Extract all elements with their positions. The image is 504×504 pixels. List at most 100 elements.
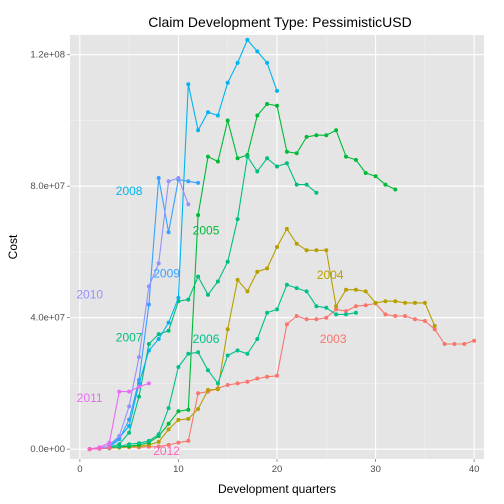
series-line-2010 xyxy=(99,177,189,449)
x-tick-label: 20 xyxy=(272,464,283,475)
data-point-2004 xyxy=(245,289,250,294)
data-point-2006 xyxy=(156,432,161,437)
data-point-2006 xyxy=(275,307,279,312)
data-point-2006 xyxy=(344,312,348,317)
data-point-2005 xyxy=(235,156,240,161)
series-lines xyxy=(87,37,477,452)
data-point-2006 xyxy=(176,365,181,369)
data-point-2008 xyxy=(186,82,191,87)
data-point-2004 xyxy=(363,289,368,294)
data-point-2003 xyxy=(353,304,358,309)
data-point-2006 xyxy=(334,312,339,317)
data-point-2007 xyxy=(156,332,161,337)
chart-title: Claim Development Type: PessimisticUSD xyxy=(148,14,412,30)
data-point-2007 xyxy=(304,182,309,187)
data-point-2006 xyxy=(314,304,319,309)
data-point-2005 xyxy=(353,157,358,162)
data-point-2006 xyxy=(304,289,309,294)
data-point-2010 xyxy=(146,284,151,289)
data-point-2005 xyxy=(304,134,309,139)
data-point-2006 xyxy=(137,441,141,446)
series-label-2006: 2006 xyxy=(193,332,220,346)
data-point-2010 xyxy=(127,404,132,409)
data-point-2004 xyxy=(432,323,437,328)
series-labels: 2003 2004 2005 2006 2007 2008 2009 2010 2011 2012 xyxy=(76,184,346,458)
data-point-2008 xyxy=(176,295,181,300)
data-point-2005 xyxy=(344,154,348,159)
data-point-2007 xyxy=(294,182,299,187)
data-point-2010 xyxy=(156,261,161,266)
data-point-2004 xyxy=(196,407,201,411)
data-point-2003 xyxy=(472,338,477,343)
data-point-2003 xyxy=(363,303,368,308)
data-point-2007 xyxy=(196,274,201,279)
data-point-2004 xyxy=(225,327,230,332)
data-point-2007 xyxy=(186,297,191,302)
data-point-2005 xyxy=(176,409,181,414)
series-label-2003: 2003 xyxy=(320,332,347,346)
x-tick-label: 10 xyxy=(173,464,184,475)
data-point-2004 xyxy=(334,304,339,309)
data-point-2008 xyxy=(275,88,279,93)
data-point-2004 xyxy=(393,299,398,304)
data-point-2004 xyxy=(422,300,427,305)
data-point-2004 xyxy=(413,300,417,305)
data-point-2005 xyxy=(206,154,210,159)
data-point-2004 xyxy=(353,287,358,292)
data-point-2011 xyxy=(146,381,151,386)
data-point-2008 xyxy=(225,80,230,85)
x-tick-label: 40 xyxy=(469,464,480,475)
data-point-2008 xyxy=(245,37,250,42)
data-point-2005 xyxy=(363,171,368,175)
data-point-2005 xyxy=(393,187,398,192)
data-point-2004 xyxy=(156,439,161,444)
data-point-2003 xyxy=(186,438,191,443)
data-point-2006 xyxy=(225,353,230,358)
data-point-2003 xyxy=(176,440,181,445)
data-point-2008 xyxy=(255,49,260,54)
y-tick-label: 1.2e+08 xyxy=(30,50,65,61)
data-point-2003 xyxy=(196,391,201,396)
series-label-2011: 2011 xyxy=(77,391,103,405)
data-point-2012 xyxy=(87,447,92,452)
data-point-2010 xyxy=(166,179,171,184)
data-point-2004 xyxy=(166,427,171,432)
series-label-2009: 2009 xyxy=(153,266,180,280)
series-label-2008: 2008 xyxy=(116,184,143,198)
data-point-2003 xyxy=(422,319,427,323)
data-point-2006 xyxy=(284,282,289,287)
data-point-2003 xyxy=(334,307,339,312)
data-point-2004 xyxy=(403,300,408,305)
data-point-2009 xyxy=(166,230,171,235)
data-point-2006 xyxy=(235,348,240,353)
y-axis-title: Cost xyxy=(6,234,20,259)
data-point-2005 xyxy=(255,113,260,118)
data-point-2008 xyxy=(166,320,171,325)
data-point-2003 xyxy=(452,342,457,346)
series-2004 xyxy=(87,226,437,452)
data-point-2003 xyxy=(294,314,299,318)
data-point-2007 xyxy=(265,156,270,161)
y-tick-label: 8.0e+07 xyxy=(30,181,65,192)
data-point-2007 xyxy=(127,430,132,435)
series-label-2007: 2007 xyxy=(116,330,143,344)
data-point-2005 xyxy=(275,103,279,108)
data-point-2003 xyxy=(265,374,270,379)
data-point-2005 xyxy=(373,174,378,179)
data-point-2006 xyxy=(215,381,220,386)
data-point-2003 xyxy=(462,342,467,346)
data-point-2009 xyxy=(196,180,201,185)
data-point-2011 xyxy=(107,440,112,445)
series-line-2007 xyxy=(109,156,317,449)
data-point-2011 xyxy=(117,389,122,394)
data-point-2006 xyxy=(146,438,151,443)
data-point-2005 xyxy=(334,128,339,133)
data-point-2007 xyxy=(215,279,220,284)
data-point-2004 xyxy=(206,388,210,392)
series-label-2005: 2005 xyxy=(193,224,220,238)
data-point-2004 xyxy=(265,266,270,271)
data-point-2006 xyxy=(324,305,329,310)
data-point-2004 xyxy=(284,226,289,231)
y-tick-label: 0.0e+00 xyxy=(30,444,65,455)
